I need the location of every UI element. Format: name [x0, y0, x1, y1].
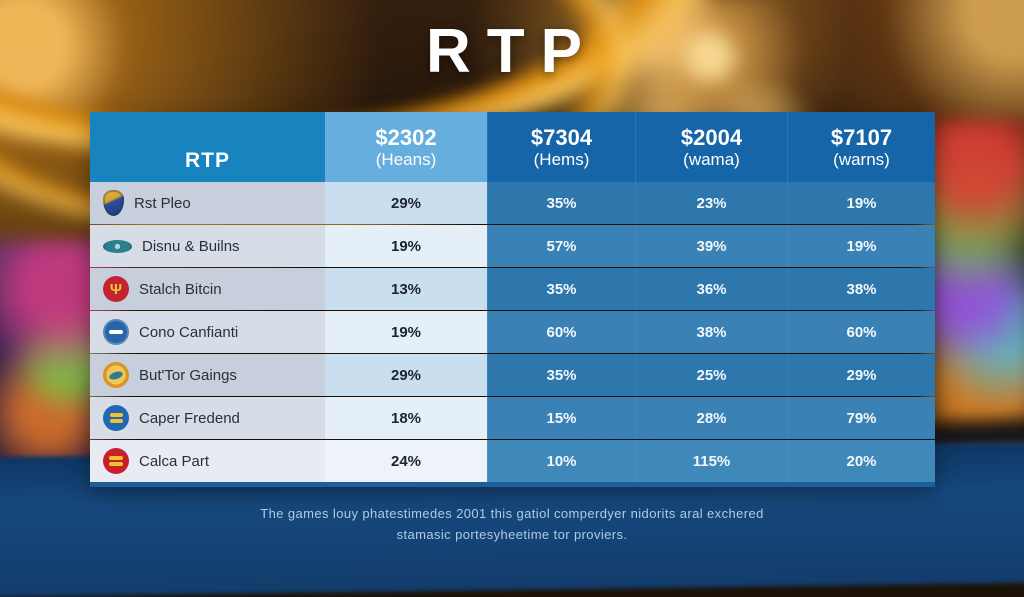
column-header-subtitle: (wama): [683, 149, 740, 169]
provider-name: Calca Part: [139, 452, 210, 470]
rtp-value-cell: 19%: [787, 182, 935, 224]
blue-gold-badge-icon: [103, 405, 129, 431]
column-header-1: $2302 (Heans): [325, 112, 487, 182]
rtp-value-cell: 79%: [787, 397, 935, 439]
rtp-value-cell: 35%: [487, 182, 635, 224]
provider-name-cell: Calca Part: [90, 440, 325, 482]
rtp-value-cell: 57%: [487, 225, 635, 267]
footer-line-2: stamasic portesyheetime tor proviers.: [396, 527, 628, 543]
rtp-value-cell: 18%: [325, 397, 487, 439]
table-row: Caper Fredend 18% 15% 28% 79%: [90, 396, 935, 439]
rtp-value-cell: 25%: [635, 354, 787, 396]
rtp-value-cell: 24%: [325, 440, 487, 482]
column-header-subtitle: (warns): [833, 149, 890, 169]
rtp-comparison-table: RTP $2302 (Heans) $7304 (Hems) $2004 (wama) $71…: [90, 112, 935, 487]
column-header-0: RTP: [90, 112, 325, 182]
provider-name-cell: Caper Fredend: [90, 397, 325, 439]
rtp-value-cell: 60%: [487, 311, 635, 353]
rtp-value-cell: 38%: [635, 311, 787, 353]
column-header-4: $7107 (warns): [787, 112, 935, 182]
provider-name-cell: Ψ Stalch Bitcin: [90, 268, 325, 310]
rtp-value-cell: 35%: [487, 354, 635, 396]
table-row: Rst Pleo 29% 35% 23% 19%: [90, 182, 935, 224]
rtp-value-cell: 38%: [787, 268, 935, 310]
page-title: RTP: [426, 17, 598, 86]
rtp-value-cell: 19%: [325, 311, 487, 353]
slot-machines-right: [926, 120, 1024, 460]
red-gold-badge-icon: [103, 448, 129, 474]
column-header-amount: $7107: [830, 124, 893, 150]
rtp-value-cell: 29%: [787, 354, 935, 396]
rtp-value-cell: 29%: [325, 182, 487, 224]
provider-name: Cono Canfianti: [139, 323, 239, 341]
table-row: Cono Canfianti 19% 60% 38% 60%: [90, 310, 935, 353]
table-row: But'Tor Gaings 29% 35% 25% 29%: [90, 353, 935, 396]
rtp-value-cell: 115%: [635, 440, 787, 482]
column-header-3: $2004 (wama): [635, 112, 787, 182]
rtp-value-cell: 19%: [787, 225, 935, 267]
provider-name: Caper Fredend: [139, 409, 240, 427]
rtp-value-cell: 35%: [487, 268, 635, 310]
rtp-value-cell: 15%: [487, 397, 635, 439]
blue-badge-icon: [103, 319, 129, 345]
provider-name-cell: Disnu & Builns: [90, 225, 325, 267]
rtp-value-cell: 10%: [487, 440, 635, 482]
provider-name-cell: But'Tor Gaings: [90, 354, 325, 396]
rtp-value-cell: 23%: [635, 182, 787, 224]
rtp-value-cell: 29%: [325, 354, 487, 396]
rtp-value-cell: 13%: [325, 268, 487, 310]
rtp-value-cell: 36%: [635, 268, 787, 310]
column-header-amount: $2004: [680, 124, 743, 150]
provider-name-cell: Rst Pleo: [90, 182, 325, 224]
table-body: Rst Pleo 29% 35% 23% 19% Disnu & Builns 19% 57%…: [90, 182, 935, 482]
gold-fish-icon: [103, 362, 129, 388]
provider-name: Disnu & Builns: [142, 237, 240, 255]
shield-crest-icon: [103, 190, 124, 216]
red-trident-icon: Ψ: [103, 276, 129, 302]
column-header-amount: RTP: [185, 148, 230, 172]
table-row: Disnu & Builns 19% 57% 39% 19%: [90, 224, 935, 267]
teal-eye-icon: [103, 239, 132, 253]
provider-name: Stalch Bitcin: [139, 280, 222, 298]
column-header-2: $7304 (Hems): [487, 112, 635, 182]
provider-name: But'Tor Gaings: [139, 366, 237, 384]
provider-name: Rst Pleo: [134, 194, 191, 212]
column-header-amount: $2302: [375, 124, 437, 150]
rtp-value-cell: 20%: [787, 440, 935, 482]
rtp-value-cell: 19%: [325, 225, 487, 267]
column-header-amount: $7304: [530, 124, 593, 150]
rtp-value-cell: 60%: [787, 311, 935, 353]
column-header-subtitle: (Heans): [375, 149, 437, 169]
table-header-row: RTP $2302 (Heans) $7304 (Hems) $2004 (wama) $71…: [90, 112, 935, 182]
table-bottom-strip: [90, 482, 935, 487]
table-row: Ψ Stalch Bitcin 13% 35% 36% 38%: [90, 267, 935, 310]
rtp-value-cell: 39%: [635, 225, 787, 267]
table-row: Calca Part 24% 10% 115% 20%: [90, 439, 935, 482]
rtp-value-cell: 28%: [635, 397, 787, 439]
column-header-subtitle: (Hems): [533, 149, 590, 169]
provider-name-cell: Cono Canfianti: [90, 311, 325, 353]
footer-line-1: The games louy phatestimedes 2001 this g…: [260, 506, 764, 521]
footer-note: The games louy phatestimedes 2001 this g…: [0, 503, 1024, 546]
